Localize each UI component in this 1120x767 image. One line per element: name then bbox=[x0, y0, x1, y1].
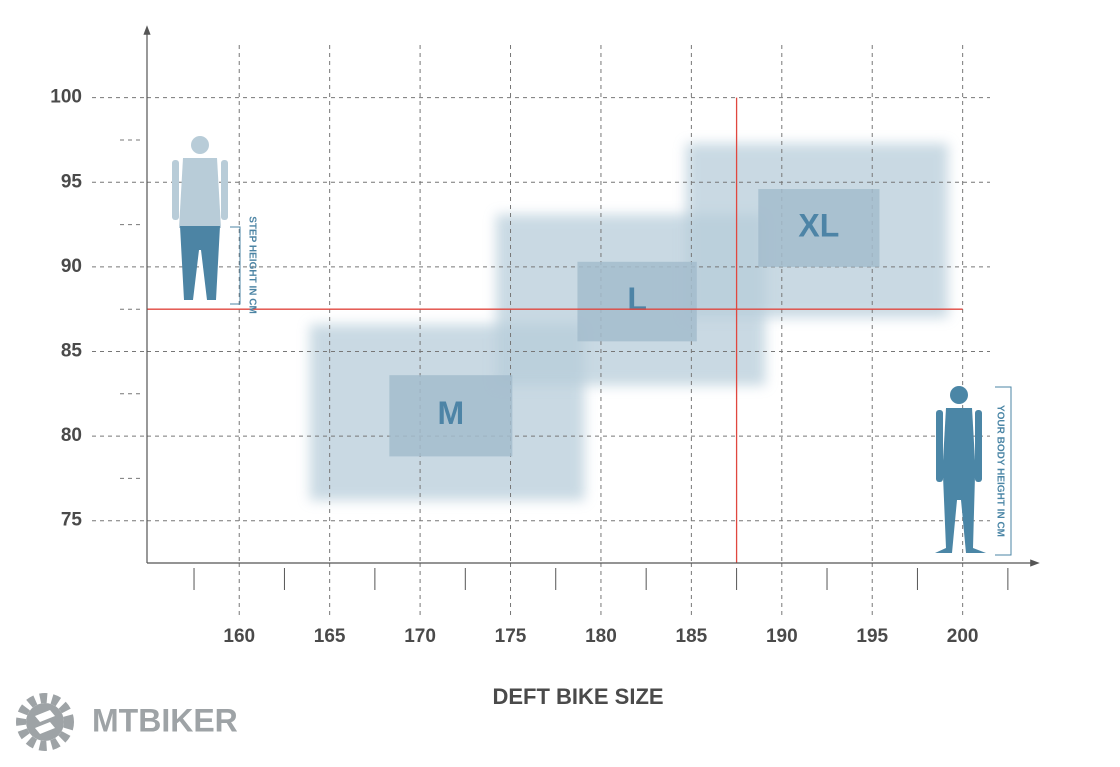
size-core bbox=[577, 261, 697, 342]
front-layer: M L XL bbox=[147, 97, 963, 563]
logo-text: MTBIKER bbox=[92, 702, 238, 738]
size-label: M bbox=[438, 395, 465, 431]
y-tick-label: 85 bbox=[61, 341, 83, 362]
x-tick-label: 200 bbox=[947, 626, 979, 647]
x-tick-label: 175 bbox=[495, 626, 527, 647]
chart-title: DEFT BIKE SIZE bbox=[492, 684, 663, 709]
x-tick-label: 185 bbox=[676, 626, 708, 647]
x-tick-label: 160 bbox=[223, 626, 255, 647]
y-axis-label: STEP HEIGHT IN CM bbox=[246, 216, 257, 314]
y-tick-label: 100 bbox=[50, 87, 82, 108]
size-label: L bbox=[627, 281, 647, 317]
x-tick-label: 170 bbox=[404, 626, 436, 647]
size-core bbox=[389, 375, 513, 457]
x-tick-label: 195 bbox=[856, 626, 888, 647]
large-figure bbox=[935, 386, 1012, 556]
x-tick-label: 190 bbox=[766, 626, 798, 647]
size-label: XL bbox=[798, 207, 839, 243]
x-axis-label: YOUR BODY HEIGHT IN CM bbox=[994, 405, 1005, 537]
logo-icon bbox=[16, 693, 74, 751]
size-core bbox=[758, 189, 880, 267]
y-tick-label: 95 bbox=[61, 171, 83, 192]
y-tick-label: 80 bbox=[61, 425, 82, 446]
y-tick-label: 90 bbox=[61, 256, 82, 277]
y-tick-label: 75 bbox=[61, 510, 83, 531]
x-tick-label: 180 bbox=[585, 626, 617, 647]
small-figure bbox=[172, 136, 241, 305]
x-tick-label: 165 bbox=[314, 626, 346, 647]
